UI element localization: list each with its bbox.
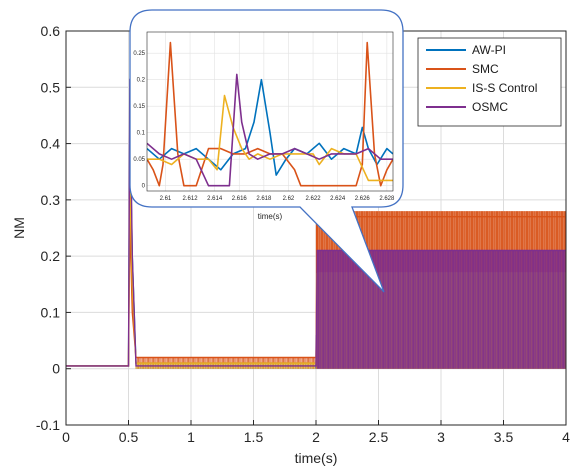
callout-bubble xyxy=(129,9,404,293)
inset-x-tick-label: 2.62 xyxy=(283,196,295,202)
series-osmc xyxy=(66,78,566,369)
legend-label: IS-S Control xyxy=(472,81,537,95)
inset-x-tick-label: 2.626 xyxy=(355,196,371,202)
inset-frame xyxy=(146,31,394,192)
inset-x-tick-label: 2.612 xyxy=(183,196,199,202)
inset-y-tick-label: 0 xyxy=(142,184,146,190)
y-tick-label: 0.5 xyxy=(41,79,61,95)
legend: AW-PI SMC IS-S Control OSMC xyxy=(417,37,562,127)
inset-series-aw-pi xyxy=(147,78,393,176)
main-series-group xyxy=(66,78,566,369)
inset-x-axis-title: time(s) xyxy=(258,212,283,221)
y-tick-label: 0.3 xyxy=(41,192,61,208)
y-tick-label: -0.1 xyxy=(36,417,60,433)
main-ticks: 0 0.5 1 1.5 2 2.5 3 3.5 4-0.100.10.20.30.40.50.6 xyxy=(36,23,570,445)
inset-series-group xyxy=(147,41,393,187)
x-tick-label: 4 xyxy=(562,429,570,445)
inset-x-tick-label: 2.614 xyxy=(207,196,223,202)
inset-x-tick-label: 2.616 xyxy=(232,196,248,202)
y-axis-title: NM xyxy=(11,217,27,239)
y-tick-label: 0.1 xyxy=(41,304,61,320)
inset-y-tick-label: 0.1 xyxy=(137,131,146,137)
legend-box xyxy=(417,37,562,127)
inset-x-tick-label: 2.618 xyxy=(256,196,272,202)
x-axis-title: time(s) xyxy=(295,450,338,466)
series-line xyxy=(66,78,566,367)
y-tick-label: 0.2 xyxy=(41,248,61,264)
legend-label: OSMC xyxy=(472,100,508,114)
x-tick-label: 0.5 xyxy=(119,429,139,445)
x-tick-label: 0 xyxy=(62,429,70,445)
inset-x-tick-label: 2.61 xyxy=(160,196,172,202)
inset-y-tick-label: 0.15 xyxy=(133,104,145,110)
legend-label: SMC xyxy=(472,62,499,76)
y-tick-label: 0.6 xyxy=(41,23,61,39)
legend-label: AW-PI xyxy=(472,43,506,57)
inset-x-tick-label: 2.624 xyxy=(330,196,346,202)
series-oscillation xyxy=(316,250,566,369)
y-tick-label: 0.4 xyxy=(41,136,61,152)
x-tick-label: 3.5 xyxy=(494,429,514,445)
x-tick-label: 2.5 xyxy=(369,429,389,445)
x-tick-label: 3 xyxy=(437,429,445,445)
x-tick-label: 2 xyxy=(312,429,320,445)
y-tick-label: 0 xyxy=(52,361,60,377)
inset-y-tick-label: 0.2 xyxy=(137,78,146,84)
x-tick-label: 1.5 xyxy=(244,429,264,445)
inset-x-tick-label: 2.622 xyxy=(306,196,322,202)
x-tick-label: 1 xyxy=(187,429,195,445)
inset-series-osmc xyxy=(147,73,393,187)
inset-ticks: 2.61 2.612 2.614 2.616 2.618 2.62 2.622 2.624 2.… xyxy=(133,51,395,202)
inset-y-tick-label: 0.25 xyxy=(133,51,145,57)
inset-x-tick-label: 2.628 xyxy=(379,196,395,202)
inset-y-tick-label: 0.05 xyxy=(133,157,145,163)
